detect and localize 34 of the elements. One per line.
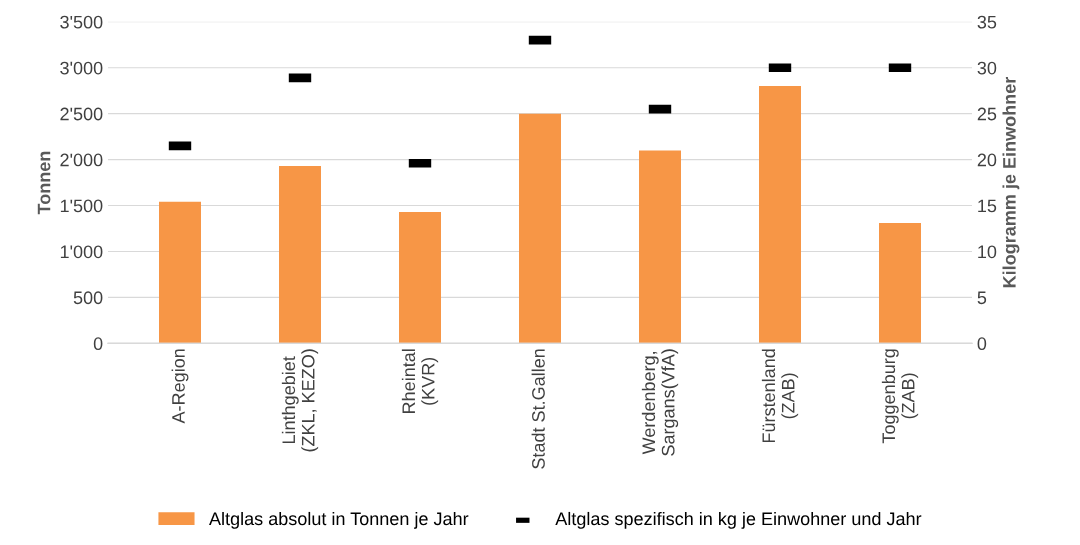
y2-tick-label: 5 [977, 291, 987, 305]
bar [519, 113, 561, 344]
bar [279, 166, 321, 344]
y-tick-label: 2'500 [60, 107, 103, 121]
y2-tick-label: 20 [977, 153, 997, 167]
bar [639, 150, 681, 344]
x-tick-label: Rheintal (KVR) [401, 349, 439, 413]
y-tick-label: 3'000 [60, 61, 103, 75]
y2-tick-label: 0 [977, 337, 987, 351]
bar [759, 86, 801, 344]
y-tick-label: 0 [93, 337, 103, 351]
y-tick-label: 1'000 [60, 245, 103, 259]
y2-tick-label: 15 [978, 199, 997, 213]
y-axis-title: Tonnen [37, 151, 51, 215]
y-tick-label: 2'000 [60, 153, 103, 167]
x-tick-label: A-Region [171, 349, 189, 424]
y2-tick-label: 35 [977, 15, 997, 29]
y-tick-label: 3'500 [60, 15, 103, 29]
y-tick-label: 500 [73, 291, 103, 305]
y2-tick-label: 10 [978, 245, 997, 259]
x-tick-label: Stadt St.Gallen [531, 349, 545, 469]
bar [879, 223, 921, 344]
x-tick-label: Linthgebiet (ZKL, KEZO) [281, 349, 319, 452]
legend-label: Altglas spezifisch in kg je Einwohner und Jahr [555, 511, 922, 529]
bar [399, 211, 441, 344]
y2-tick-label: 25 [977, 107, 997, 121]
x-tick-label: Toggenburg (ZAB) [881, 349, 919, 444]
x-tick-label: Fürstenland (ZAB) [761, 349, 799, 443]
bar [159, 201, 201, 344]
legend-label: Altglas absolut in Tonnen je Jahr [209, 511, 469, 529]
y2-axis-title: Kilogramm je Einwohner [1002, 77, 1020, 288]
x-tick-label: Werdenberg, Sargans(VfA) [641, 349, 679, 456]
y2-tick-label: 30 [977, 61, 997, 75]
y-tick-label: 1'500 [60, 199, 103, 213]
